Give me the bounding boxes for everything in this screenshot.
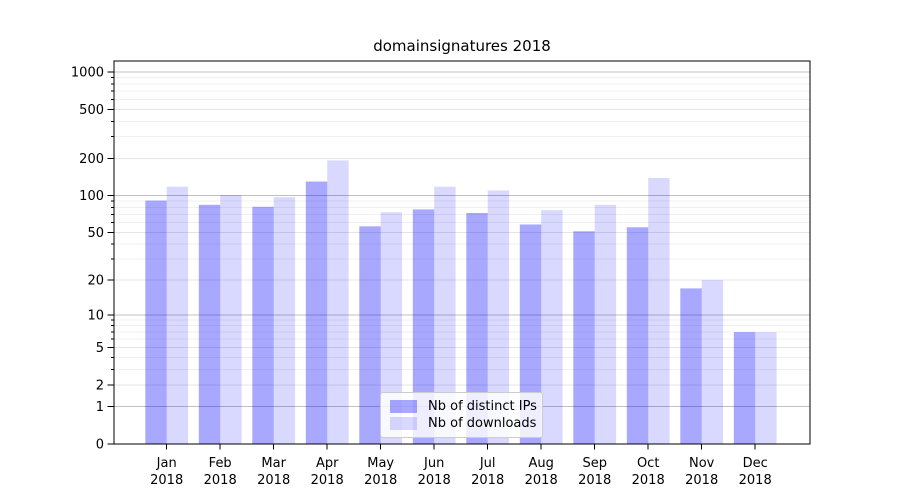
bar-downloads-feb xyxy=(220,195,242,444)
x-tick-label-year-may: 2018 xyxy=(364,473,397,488)
bar-downloads-oct xyxy=(648,177,670,444)
bar-downloads-jan xyxy=(166,186,189,444)
bar-downloads-jul xyxy=(487,190,510,444)
bar-distinct-ips-jul xyxy=(466,213,488,444)
bar-distinct-ips-sep xyxy=(573,231,595,444)
x-tick-label-month-dec: Dec xyxy=(743,456,768,471)
y-tick-label-0: 0 xyxy=(96,438,104,453)
x-tick-label-year-mar: 2018 xyxy=(257,473,290,488)
y-tick-label-5: 5 xyxy=(96,341,104,356)
x-tick-label-year-dec: 2018 xyxy=(739,473,772,488)
x-tick-label-month-jan: Jan xyxy=(156,456,177,471)
bar-distinct-ips-aug xyxy=(519,224,542,444)
legend-swatch-downloads xyxy=(390,417,417,430)
y-tick-label-200: 200 xyxy=(79,152,104,167)
bar-distinct-ips-mar xyxy=(252,206,274,444)
legend-label-downloads: Nb of downloads xyxy=(428,416,537,431)
x-tick-label-year-nov: 2018 xyxy=(685,473,718,488)
bar-downloads-dec xyxy=(755,332,777,444)
bar-downloads-jun xyxy=(434,186,456,444)
legend-swatch-distinct-ips xyxy=(390,400,417,413)
x-tick-label-month-nov: Nov xyxy=(689,456,715,471)
x-tick-label-month-apr: Apr xyxy=(316,456,339,471)
x-tick-label-year-aug: 2018 xyxy=(525,473,558,488)
x-tick-label-month-jul: Jul xyxy=(479,456,496,471)
x-tick-label-month-aug: Aug xyxy=(529,456,554,471)
x-tick-label-month-mar: Mar xyxy=(261,456,286,471)
legend-item-distinct-ips: Nb of distinct IPs xyxy=(390,399,537,414)
x-tick-label-year-oct: 2018 xyxy=(632,473,665,488)
bar-distinct-ips-jan xyxy=(145,200,167,444)
bar-distinct-ips-jun xyxy=(412,209,435,444)
bar-distinct-ips-may xyxy=(359,226,381,444)
x-tick-label-year-apr: 2018 xyxy=(311,473,344,488)
bar-distinct-ips-apr xyxy=(305,181,328,445)
bar-downloads-apr xyxy=(327,160,349,444)
x-tick-label-month-may: May xyxy=(367,456,394,471)
y-tick-label-100: 100 xyxy=(79,189,104,204)
y-tick-label-1: 1 xyxy=(96,400,104,415)
y-tick-label-2: 2 xyxy=(96,378,104,393)
bar-distinct-ips-feb xyxy=(198,204,221,444)
legend: Nb of distinct IPs Nb of downloads xyxy=(380,392,543,438)
y-tick-label-10: 10 xyxy=(87,308,104,323)
bar-downloads-may xyxy=(380,212,403,444)
x-tick-label-month-oct: Oct xyxy=(637,456,659,471)
bar-downloads-mar xyxy=(273,197,296,444)
y-tick-label-500: 500 xyxy=(79,103,104,118)
y-tick-label-20: 20 xyxy=(87,274,104,289)
plot-border xyxy=(113,60,811,445)
bar-distinct-ips-nov xyxy=(680,288,702,444)
legend-label-distinct-ips: Nb of distinct IPs xyxy=(428,399,537,414)
chart-title: domainsignatures 2018 xyxy=(373,37,551,55)
bar-downloads-nov xyxy=(701,280,724,444)
x-tick-label-year-jan: 2018 xyxy=(150,473,183,488)
x-tick-label-year-sep: 2018 xyxy=(578,473,611,488)
bar-distinct-ips-oct xyxy=(626,227,649,444)
y-tick-label-50: 50 xyxy=(87,226,104,241)
x-tick-label-year-jul: 2018 xyxy=(471,473,504,488)
y-tick-label-1000: 1000 xyxy=(71,66,104,81)
x-tick-label-month-feb: Feb xyxy=(209,456,232,471)
x-tick-label-year-jun: 2018 xyxy=(418,473,451,488)
bar-downloads-aug xyxy=(541,210,563,444)
bar-distinct-ips-dec xyxy=(733,332,756,444)
bar-downloads-sep xyxy=(594,204,617,444)
x-tick-label-month-jun: Jun xyxy=(423,456,444,471)
legend-item-downloads: Nb of downloads xyxy=(390,416,537,431)
x-tick-label-month-sep: Sep xyxy=(582,456,607,471)
x-tick-label-year-feb: 2018 xyxy=(204,473,237,488)
